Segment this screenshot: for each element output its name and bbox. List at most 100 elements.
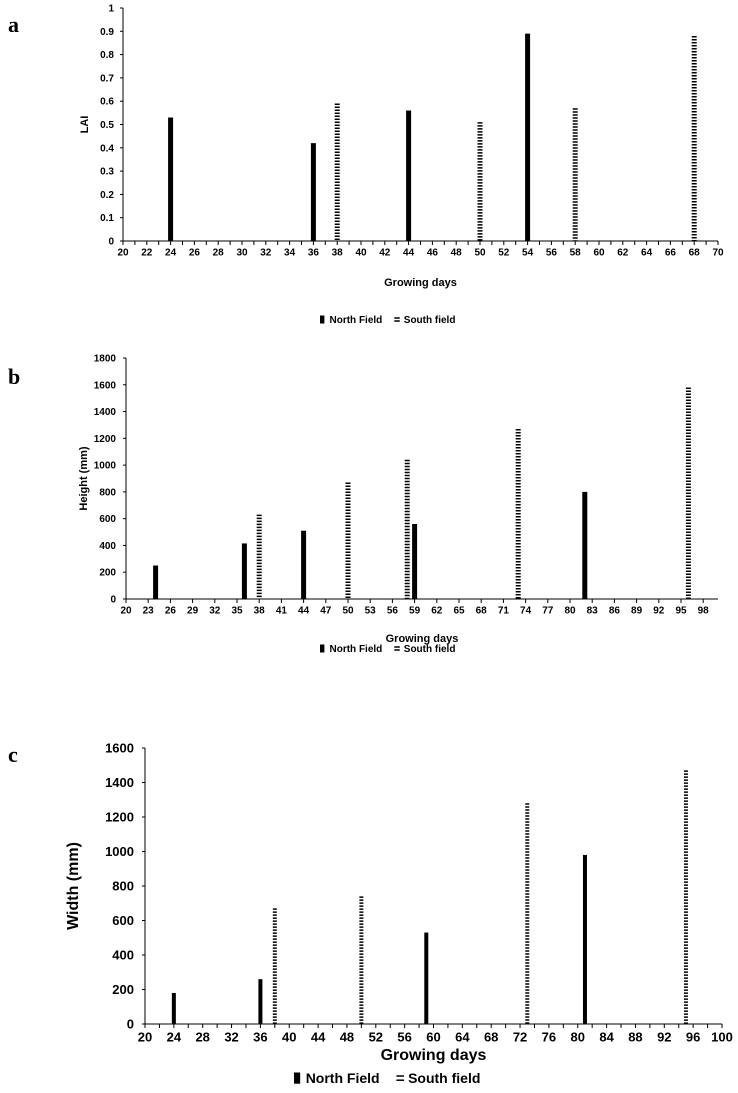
panel-c-y-tick-label: 1200 [105,810,134,825]
panel-a-x-tick-label: 38 [332,248,344,259]
panel-a-y-tick-label: 0 [108,237,114,248]
panel-b-bar-north-field [153,565,159,599]
panel-c-x-tick-label: 40 [282,1030,296,1045]
panel-a-x-tick-label: 70 [712,248,724,259]
panel-b-x-tick-label: 44 [298,606,310,617]
panel-c-x-tick-label: 44 [311,1030,326,1045]
panel-a-x-tick-label: 42 [379,248,391,259]
panel-c-x-axis-title: Growing days [381,1047,487,1064]
panel-c-legend-swatch-north-field [294,1072,301,1084]
panel-c-x-tick-label: 36 [253,1030,267,1045]
panel-c-x-tick-label: 32 [224,1030,238,1045]
panel-a-bar-north-field [406,110,412,242]
panel-b-legend: North Field South field [320,644,455,655]
panel-a-x-tick-label: 50 [474,248,486,259]
panel-c-x-tick-label: 88 [628,1030,642,1045]
panel-c-x-tick-label: 48 [340,1030,354,1045]
panel-a-x-tick-label: 30 [236,248,248,259]
panel-b-y-tick-label: 400 [99,541,116,552]
panel-c-y-axis-title: Width (mm) [65,842,82,930]
panel-c-bar-north-field [258,979,263,1024]
panel-b-y-tick-label: 1600 [94,380,117,391]
panel-b-x-tick-label: 20 [120,606,132,617]
panel-b-x-tick-label: 65 [453,606,465,617]
panel-c-legend: North Field South field [294,1070,480,1086]
panel-c-x-tick-label: 24 [167,1030,182,1045]
panel-b-x-tick-label: 59 [409,606,421,617]
panel-c-x-tick-label: 92 [657,1030,671,1045]
panel-a-legend-label-south-field: South field [404,315,456,326]
panel-a-x-tick-label: 22 [141,248,153,259]
panel-label-a: a [8,12,19,37]
panel-a-x-tick-label: 40 [355,248,367,259]
panel-b-x-tick-label: 32 [209,606,221,617]
panel-b-legend-label-north-field: North Field [330,644,383,655]
panel-a-x-tick-label: 44 [403,248,415,259]
panel-c-x-tick-label: 28 [195,1030,209,1045]
panel-c-bar-north-field [582,854,587,1024]
panel-b-x-tick-label: 56 [387,606,399,617]
panel-label-c: c [8,742,18,767]
panel-a-y-tick-label: 0.3 [100,167,114,178]
panel-a-x-tick-label: 28 [213,248,225,259]
panel-b-y-tick-label: 800 [99,487,116,498]
panel-a-x-tick-label: 48 [451,248,463,259]
panel-a-x-tick-label: 52 [498,248,510,259]
panel-a-y-tick-label: 0.9 [100,27,114,38]
panel-b-x-axis-title: Growing days [386,633,459,645]
panel-b-x-tick-label: 71 [498,606,510,617]
panel-b-y-tick-label: 1800 [94,354,117,365]
panel-b-y-tick-label: 600 [99,514,116,525]
panel-c-y-tick-label: 1400 [105,775,134,790]
panel-c-x-tick-label: 72 [513,1030,527,1045]
panel-c-x-tick-label: 20 [138,1030,152,1045]
panel-c-y-tick-label: 200 [112,982,134,997]
panel-c-bar-north-field [424,932,429,1024]
panel-b-bar-north-field [301,530,307,599]
panel-a-y-tick-label: 0.6 [100,97,114,108]
panel-c-x-tick-label: 100 [711,1030,733,1045]
panel-b-x-tick-label: 47 [320,606,332,617]
panel-c-y-tick-label: 1000 [105,844,134,859]
panel-b-chart: 0 200 400 600 800 1000 1200 1400 1600 1800 20 23 26 2… [78,354,718,655]
panel-a-x-tick-label: 32 [260,248,272,259]
panel-a-x-tick-label: 54 [522,248,534,259]
panel-c-x-tick-label: 52 [369,1030,383,1045]
panel-b-bar-north-field [241,543,247,599]
panel-a-x-axis-title: Growing days [384,277,457,289]
panel-a-x-tick-label: 20 [117,248,129,259]
panel-b-x-tick-label: 26 [165,606,177,617]
panel-b-bar-north-field [412,524,418,599]
panel-a-bar-north-field [168,117,174,241]
panel-a-y-tick-label: 0.7 [100,73,114,84]
panel-a-y-tick-label: 1 [108,4,114,15]
panel-c-y-tick-label: 800 [112,879,134,894]
panel-b-x-tick-label: 92 [653,606,665,617]
panel-a-x-tick-label: 26 [189,248,201,259]
panel-c-y-tick-label: 1600 [105,741,134,756]
panel-a-legend-swatch-north-field [320,315,325,324]
panel-c-x-tick-label: 76 [542,1030,556,1045]
panel-c-x-tick-label: 84 [599,1030,614,1045]
panel-b-x-tick-label: 41 [276,606,288,617]
panel-c-legend-label-south-field: South field [408,1070,480,1086]
panel-c-y-tick-label: 0 [127,1017,134,1032]
panel-c-legend-label-north-field: North Field [306,1070,380,1086]
panel-b-x-tick-label: 50 [342,606,354,617]
panel-c-x-tick-label: 68 [484,1030,498,1045]
panel-b-x-tick-label: 62 [431,606,443,617]
panel-c-bar-north-field [171,992,176,1024]
panel-c-x-tick-label: 64 [455,1030,470,1045]
panel-b-x-tick-label: 98 [698,606,710,617]
panel-a-x-tick-label: 46 [427,248,439,259]
panel-c-y-tick-label: 600 [112,913,134,928]
panel-b-bar-north-field [582,491,588,599]
panel-a-bar-north-field [525,33,531,241]
panel-a-y-axis-title: LAI [79,116,91,134]
panel-c-chart: 0 200 400 600 800 1000 1200 1400 1600 20 24 28 32 36 4… [65,741,733,1086]
panel-b-x-tick-label: 89 [631,606,643,617]
panel-b-y-tick-label: 0 [110,595,116,606]
panel-a-x-tick-label: 36 [308,248,320,259]
panel-a-y-tick-label: 0.5 [100,120,114,131]
